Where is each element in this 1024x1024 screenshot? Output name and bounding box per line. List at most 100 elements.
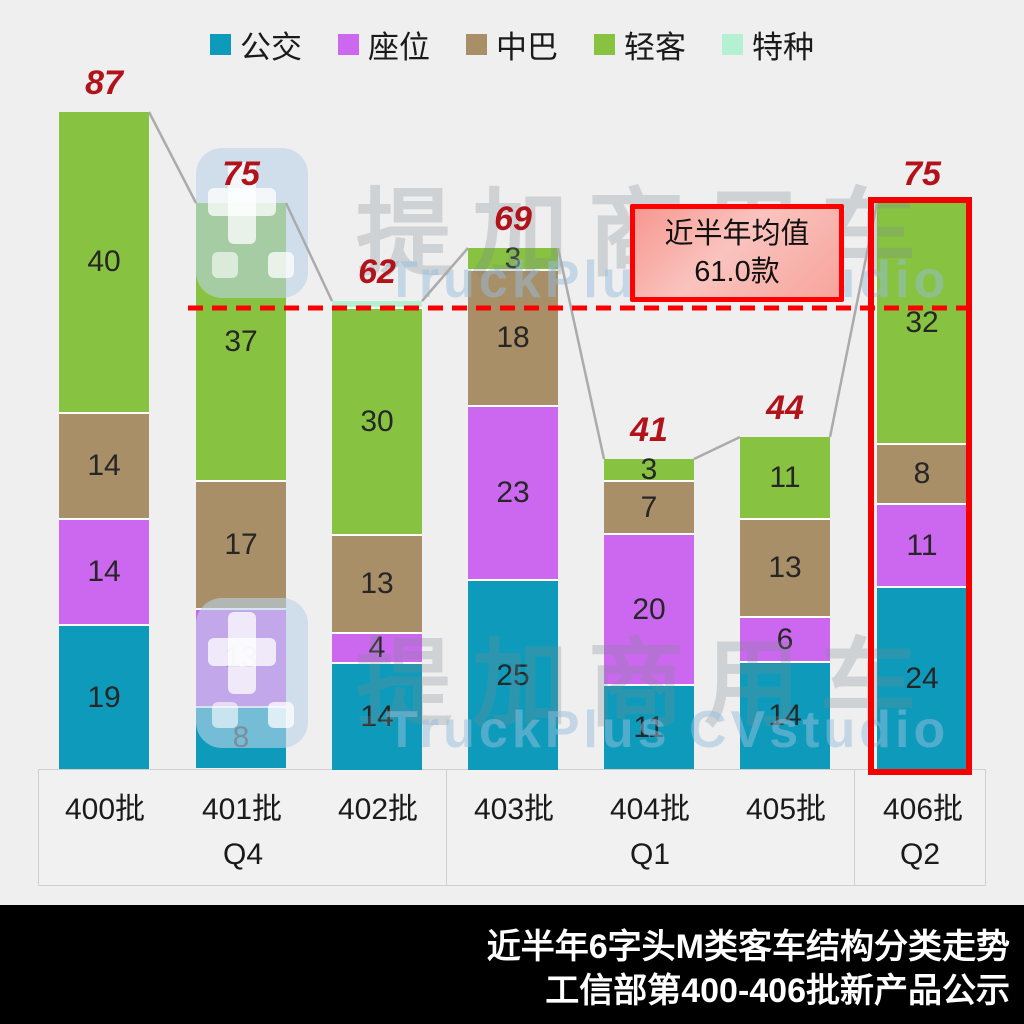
legend-item-中巴: 中巴 xyxy=(466,22,558,67)
segment-value: 3 xyxy=(640,452,658,486)
legend-swatch-icon xyxy=(338,34,359,55)
legend-label: 中巴 xyxy=(496,30,558,65)
legend-label: 轻客 xyxy=(624,30,686,65)
segment-value: 13 xyxy=(768,551,802,584)
x-axis-label-405批: 405批 xyxy=(745,793,827,826)
segment-400批-中巴: 14 xyxy=(59,414,149,520)
quarter-label-Q1: Q1 xyxy=(629,838,671,871)
legend-item-特种: 特种 xyxy=(722,22,814,67)
segment-value: 8 xyxy=(913,457,931,490)
segment-405批-轻客: 11 xyxy=(740,437,830,520)
bar-403批: 3 18 23 25 xyxy=(468,243,558,770)
axis-group-divider xyxy=(854,770,855,885)
legend-label: 公交 xyxy=(240,30,302,65)
segment-value: 24 xyxy=(905,661,939,695)
segment-value: 14 xyxy=(360,700,394,733)
segment-400批-轻客: 40 xyxy=(59,112,149,414)
segment-value: 19 xyxy=(87,680,121,714)
segment-value: 3 xyxy=(504,241,522,275)
x-axis-label-400批: 400批 xyxy=(64,793,146,826)
x-axis-label-401批: 401批 xyxy=(201,793,283,826)
segment-value: 23 xyxy=(496,476,530,509)
segment-value: 4 xyxy=(368,631,386,664)
segment-401批-轻客: 37 xyxy=(196,203,286,482)
highlight-box-406 xyxy=(868,197,972,775)
segment-404批-公交: 11 xyxy=(604,686,694,769)
legend-swatch-icon xyxy=(466,34,487,55)
x-axis-label-402批: 402批 xyxy=(337,793,419,826)
legend-swatch-icon xyxy=(594,34,615,55)
segment-value: 18 xyxy=(496,321,530,354)
x-axis-label-403批: 403批 xyxy=(473,793,555,826)
segment-value: 11 xyxy=(906,528,938,562)
chart-title-block: 近半年6字头M类客车结构分类走势 工信部第400-406批新产品公示 xyxy=(0,905,1024,1024)
segment-402批-中巴: 13 xyxy=(332,536,422,634)
segment-value: 14 xyxy=(87,555,121,588)
chart-title: 近半年6字头M类客车结构分类走势 xyxy=(486,928,1010,966)
average-annotation-value: 61.0款 xyxy=(694,256,780,288)
segment-405批-公交: 14 xyxy=(740,663,830,769)
average-annotation-label: 近半年均值 xyxy=(664,218,810,250)
segment-value: 11 xyxy=(633,710,665,744)
segment-403批-轻客: 3 xyxy=(468,243,558,273)
segment-406批-公交: 24 xyxy=(877,588,967,769)
segment-406批-座位: 11 xyxy=(877,505,967,588)
segment-406批-轻客: 32 xyxy=(877,203,967,445)
segment-403批-中巴: 18 xyxy=(468,271,558,407)
segment-value: 37 xyxy=(224,324,258,358)
segment-400批-座位: 14 xyxy=(59,520,149,626)
x-axis-table: 400批 401批 402批 403批 404批 405批 406批 Q4 Q1 Q2 xyxy=(38,769,986,886)
segment-value: 8 xyxy=(232,721,250,754)
total-label-406批: 75 xyxy=(903,155,941,193)
segment-403批-公交: 25 xyxy=(468,581,558,770)
segment-401批-座位: 13 xyxy=(196,610,286,708)
segment-400批-公交: 19 xyxy=(59,626,149,769)
average-annotation-box: 近半年均值 61.0款 xyxy=(630,204,844,302)
segment-401批-公交: 8 xyxy=(196,708,286,768)
axis-group-divider xyxy=(446,770,447,885)
x-axis-label-404批: 404批 xyxy=(609,793,691,826)
legend-label: 座位 xyxy=(368,30,430,65)
total-label-401批: 75 xyxy=(222,155,260,193)
bar-401批: 37 17 13 8 xyxy=(196,203,286,769)
segment-value: 14 xyxy=(768,699,802,732)
segment-value: 30 xyxy=(360,404,394,438)
segment-402批-公交: 14 xyxy=(332,664,422,770)
quarter-label-Q4: Q4 xyxy=(222,838,264,871)
total-label-400批: 87 xyxy=(85,64,123,102)
segment-404批-中巴: 7 xyxy=(604,482,694,535)
segment-value: 6 xyxy=(776,622,794,656)
segment-401批-中巴: 17 xyxy=(196,482,286,610)
segment-405批-座位: 6 xyxy=(740,618,830,663)
segment-value: 32 xyxy=(905,306,939,339)
bar-405批: 11 13 6 14 xyxy=(740,437,830,769)
segment-403批-座位: 23 xyxy=(468,407,558,581)
segment-value: 11 xyxy=(769,460,801,494)
segment-value: 14 xyxy=(87,449,121,482)
segment-value: 17 xyxy=(224,528,258,561)
legend-label: 特种 xyxy=(752,30,814,65)
legend-swatch-icon xyxy=(722,34,743,55)
legend-swatch-icon xyxy=(210,34,231,55)
segment-value: 13 xyxy=(360,567,394,600)
bar-402批: 30 13 4 14 xyxy=(332,301,422,770)
bar-404批: 3 7 20 11 xyxy=(604,454,694,769)
segment-value: 20 xyxy=(632,592,666,626)
x-axis-label-406批: 406批 xyxy=(882,793,964,826)
segment-value: 7 xyxy=(640,490,658,524)
chart-legend: 公交 座位 中巴 轻客 特种 xyxy=(0,22,1024,67)
segment-value: 13 xyxy=(224,641,258,674)
segment-404批-轻客: 3 xyxy=(604,454,694,484)
chart-subtitle: 工信部第400-406批新产品公示 xyxy=(545,972,1010,1010)
segment-value: 25 xyxy=(496,658,530,692)
legend-item-公交: 公交 xyxy=(210,22,302,67)
legend-item-轻客: 轻客 xyxy=(594,22,686,67)
segment-406批-中巴: 8 xyxy=(877,445,967,505)
quarter-label-Q2: Q2 xyxy=(899,838,941,871)
total-label-404批: 41 xyxy=(630,411,668,449)
segment-402批-轻客: 30 xyxy=(332,309,422,536)
segment-404批-座位: 20 xyxy=(604,535,694,686)
legend-item-座位: 座位 xyxy=(338,22,430,67)
segment-402批-特种 xyxy=(332,301,422,309)
bar-400批: 40 14 14 19 xyxy=(59,112,149,769)
